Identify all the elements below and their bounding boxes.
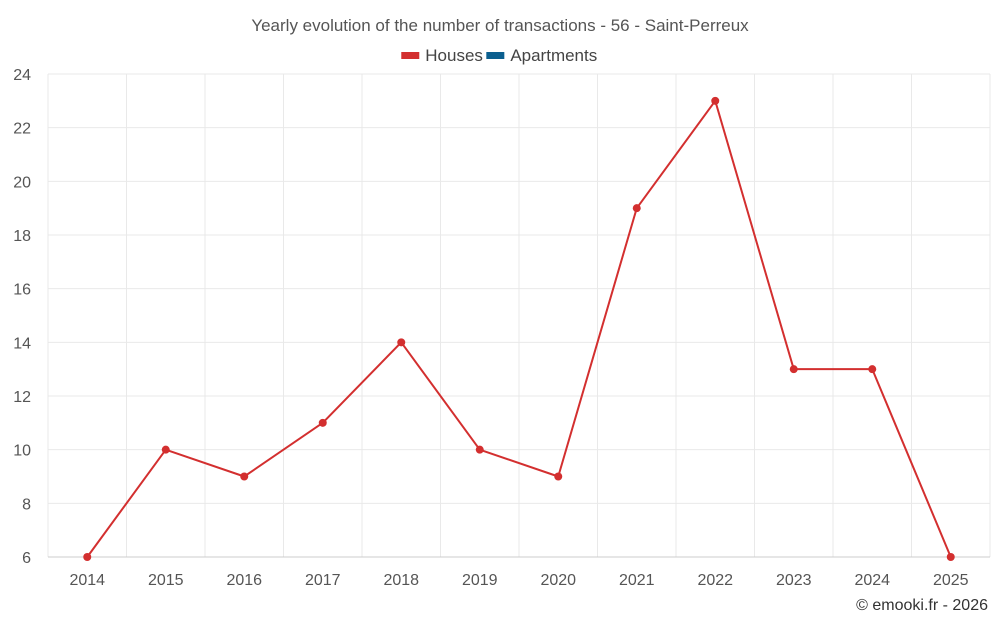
data-point-houses-2014[interactable] — [83, 553, 92, 561]
y-gridlines — [48, 73, 990, 504]
x-tick-label: 2018 — [383, 572, 419, 589]
data-point-houses-2018[interactable] — [397, 338, 406, 347]
y-tick-label: 16 — [13, 282, 31, 299]
chart-title: Yearly evolution of the number of transa… — [251, 16, 749, 35]
legend-swatch-houses[interactable] — [401, 52, 420, 59]
y-tick-label: 24 — [13, 67, 31, 84]
x-axis-ticks: 2014 2015 2016 2017 2018 2019 2020 2021 2022 2023… — [69, 572, 968, 589]
x-gridlines — [47, 74, 991, 557]
x-tick-label: 2023 — [776, 572, 812, 589]
data-point-houses-2015[interactable] — [161, 445, 170, 454]
y-tick-label: 20 — [13, 174, 31, 191]
legend: Houses Apartments — [401, 46, 597, 65]
data-point-houses-2021[interactable] — [632, 204, 641, 213]
x-tick-label: 2021 — [619, 572, 655, 589]
x-tick-label: 2014 — [69, 572, 105, 589]
y-tick-label: 14 — [13, 335, 31, 352]
x-tick-label: 2020 — [540, 572, 576, 589]
x-tick-label: 2019 — [462, 572, 498, 589]
data-point-houses-2022[interactable] — [711, 96, 720, 105]
y-tick-label: 22 — [13, 121, 31, 138]
data-point-houses-2024[interactable] — [868, 365, 877, 374]
y-tick-label: 6 — [22, 550, 31, 567]
x-tick-label: 2025 — [933, 572, 969, 589]
legend-label-houses[interactable]: Houses — [425, 46, 483, 65]
legend-swatch-apartments[interactable] — [486, 52, 505, 59]
data-point-houses-2017[interactable] — [318, 418, 327, 427]
data-point-houses-2025[interactable] — [946, 553, 955, 561]
series-line-houses — [86, 99, 952, 558]
data-point-houses-2016[interactable] — [240, 472, 249, 481]
x-tick-label: 2024 — [854, 572, 890, 589]
y-tick-label: 8 — [22, 496, 31, 513]
x-tick-label: 2022 — [697, 572, 733, 589]
y-tick-label: 10 — [13, 443, 31, 460]
data-point-houses-2019[interactable] — [475, 445, 484, 454]
y-axis-ticks: 6 8 10 12 14 16 18 20 22 24 — [13, 67, 31, 567]
x-tick-label: 2015 — [148, 572, 184, 589]
y-tick-label: 18 — [13, 228, 31, 245]
data-point-houses-2020[interactable] — [554, 472, 563, 481]
y-tick-label: 12 — [13, 389, 31, 406]
data-point-houses-2023[interactable] — [789, 365, 798, 374]
credit-text: © emooki.fr - 2026 — [856, 597, 988, 614]
x-tick-label: 2017 — [305, 572, 341, 589]
series-layer — [83, 96, 955, 561]
x-tick-label: 2016 — [226, 572, 262, 589]
legend-label-apartments[interactable]: Apartments — [510, 46, 597, 65]
